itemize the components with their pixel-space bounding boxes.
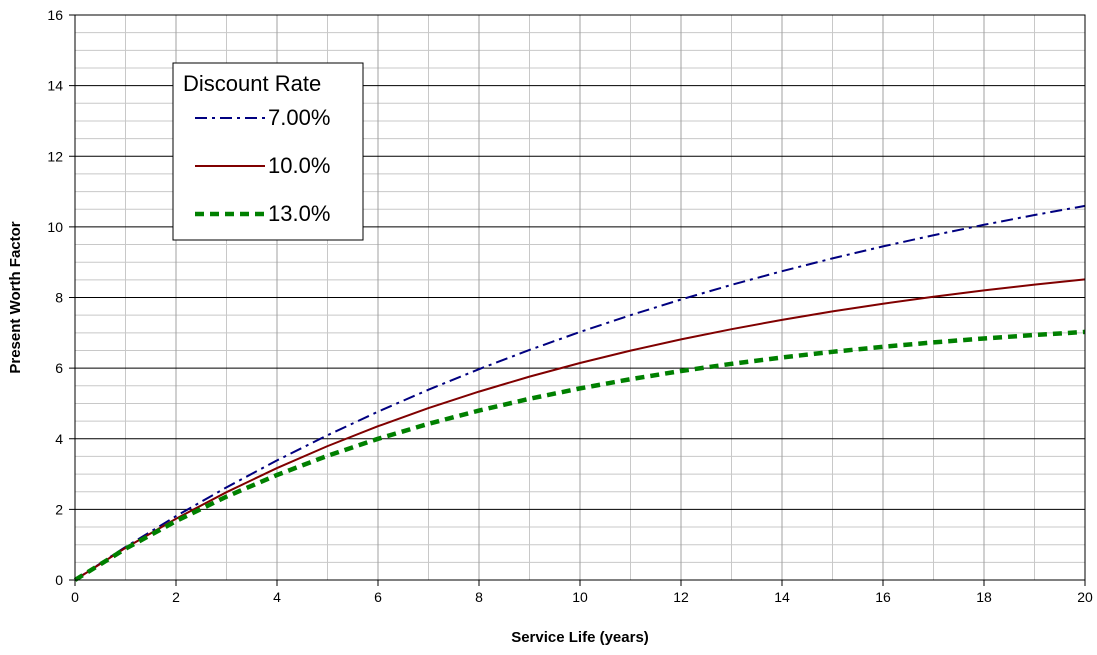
legend-box — [172, 62, 364, 241]
y-tick-label: 2 — [55, 501, 63, 517]
y-tick-label: 0 — [55, 572, 63, 588]
x-tick-label: 18 — [976, 589, 992, 605]
legend-label: 7.00% — [268, 105, 330, 130]
x-tick-label: 20 — [1077, 589, 1093, 605]
legend-label: 10.0% — [268, 153, 330, 178]
x-tick-label: 12 — [673, 589, 689, 605]
legend-title: Discount Rate — [183, 71, 321, 96]
series-lines — [73, 204, 1086, 582]
y-tick-label: 8 — [55, 290, 63, 306]
x-tick-label: 10 — [572, 589, 588, 605]
legend-items: 7.00% 10.0% 13.0% — [195, 105, 330, 226]
x-axis-ticks: 0 2 4 6 8 10 12 14 16 18 20 — [71, 580, 1093, 605]
x-tick-label: 6 — [374, 589, 382, 605]
y-tick-label: 16 — [47, 7, 63, 23]
series-line-10-0 — [74, 278, 1086, 581]
y-tick-label: 10 — [47, 219, 63, 235]
x-tick-label: 0 — [71, 589, 79, 605]
y-axis-title: Present Worth Factor — [7, 221, 24, 373]
legend: Discount Rate 7.00% 10.0% 13.0% — [172, 62, 364, 241]
x-tick-label: 2 — [172, 589, 180, 605]
series-line-13-0 — [73, 329, 1086, 582]
x-tick-label: 16 — [875, 589, 891, 605]
y-tick-label: 6 — [55, 360, 63, 376]
x-axis-title: Service Life (years) — [511, 629, 649, 646]
x-tick-label: 4 — [273, 589, 281, 605]
y-axis-ticks: 0 2 4 6 8 10 12 14 16 — [47, 7, 75, 588]
y-tick-label: 12 — [47, 148, 63, 164]
x-tick-label: 8 — [475, 589, 483, 605]
y-tick-label: 14 — [47, 78, 63, 94]
x-tick-label: 14 — [774, 589, 790, 605]
y-tick-label: 4 — [55, 431, 63, 447]
legend-label: 13.0% — [268, 201, 330, 226]
